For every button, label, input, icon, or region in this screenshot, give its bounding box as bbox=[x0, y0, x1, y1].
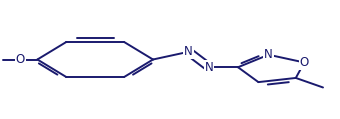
Text: O: O bbox=[300, 56, 309, 69]
Text: N: N bbox=[205, 61, 214, 74]
Text: N: N bbox=[184, 45, 193, 58]
Text: N: N bbox=[264, 48, 273, 61]
Text: O: O bbox=[16, 53, 25, 66]
